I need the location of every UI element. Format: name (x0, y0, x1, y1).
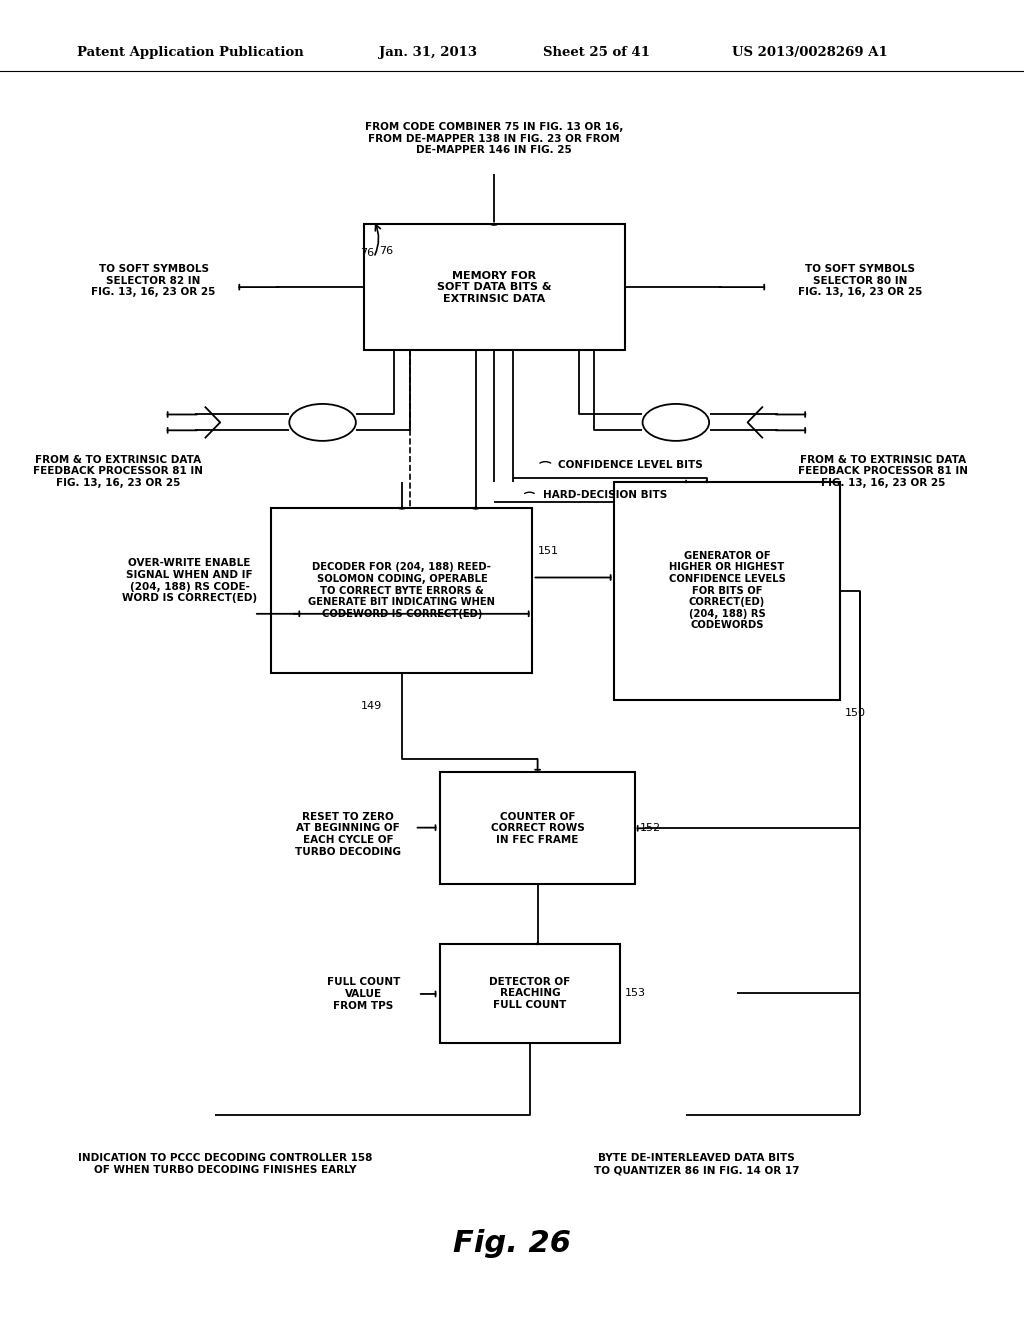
Text: 149: 149 (361, 701, 382, 711)
Text: 152: 152 (640, 824, 662, 833)
Text: Sheet 25 of 41: Sheet 25 of 41 (543, 46, 649, 59)
Text: FROM & TO EXTRINSIC DATA
FEEDBACK PROCESSOR 81 IN
FIG. 13, 16, 23 OR 25: FROM & TO EXTRINSIC DATA FEEDBACK PROCES… (33, 454, 203, 488)
Text: Patent Application Publication: Patent Application Publication (77, 46, 303, 59)
FancyBboxPatch shape (364, 224, 625, 350)
Text: BYTE DE-INTERLEAVED DATA BITS
TO QUANTIZER 86 IN FIG. 14 OR 17: BYTE DE-INTERLEAVED DATA BITS TO QUANTIZ… (594, 1154, 799, 1175)
Text: GENERATOR OF
HIGHER OR HIGHEST
CONFIDENCE LEVELS
FOR BITS OF
CORRECT(ED)
(204, 1: GENERATOR OF HIGHER OR HIGHEST CONFIDENC… (669, 550, 785, 631)
Text: 150: 150 (845, 708, 866, 718)
Ellipse shape (289, 404, 356, 441)
Text: Jan. 31, 2013: Jan. 31, 2013 (379, 46, 477, 59)
Text: CONFIDENCE LEVEL BITS: CONFIDENCE LEVEL BITS (558, 459, 702, 470)
Ellipse shape (643, 404, 709, 441)
Text: HARD-DECISION BITS: HARD-DECISION BITS (543, 490, 667, 500)
Text: COUNTER OF
CORRECT ROWS
IN FEC FRAME: COUNTER OF CORRECT ROWS IN FEC FRAME (490, 812, 585, 845)
FancyBboxPatch shape (440, 944, 620, 1043)
Text: 151: 151 (538, 546, 559, 556)
Text: TO SOFT SYMBOLS
SELECTOR 82 IN
FIG. 13, 16, 23 OR 25: TO SOFT SYMBOLS SELECTOR 82 IN FIG. 13, … (91, 264, 216, 297)
FancyBboxPatch shape (271, 508, 532, 673)
Text: INDICATION TO PCCC DECODING CONTROLLER 158
OF WHEN TURBO DECODING FINISHES EARLY: INDICATION TO PCCC DECODING CONTROLLER 1… (78, 1154, 373, 1175)
Text: MEMORY FOR
SOFT DATA BITS &
EXTRINSIC DATA: MEMORY FOR SOFT DATA BITS & EXTRINSIC DA… (437, 271, 551, 304)
Text: DECODER FOR (204, 188) REED-
SOLOMON CODING, OPERABLE
TO CORRECT BYTE ERRORS &
G: DECODER FOR (204, 188) REED- SOLOMON COD… (308, 562, 496, 619)
Text: 76: 76 (360, 248, 375, 259)
Text: FULL COUNT
VALUE
FROM TPS: FULL COUNT VALUE FROM TPS (327, 977, 400, 1011)
Text: FROM CODE COMBINER 75 IN FIG. 13 OR 16,
FROM DE-MAPPER 138 IN FIG. 23 OR FROM
DE: FROM CODE COMBINER 75 IN FIG. 13 OR 16, … (365, 121, 624, 156)
Text: 153: 153 (625, 989, 646, 998)
Text: US 2013/0028269 A1: US 2013/0028269 A1 (732, 46, 888, 59)
Text: 76: 76 (379, 246, 393, 256)
Text: Fig. 26: Fig. 26 (453, 1229, 571, 1258)
FancyBboxPatch shape (440, 772, 635, 884)
Text: DETECTOR OF
REACHING
FULL COUNT: DETECTOR OF REACHING FULL COUNT (489, 977, 570, 1010)
Text: OVER-WRITE ENABLE
SIGNAL WHEN AND IF
(204, 188) RS CODE-
WORD IS CORRECT(ED): OVER-WRITE ENABLE SIGNAL WHEN AND IF (20… (122, 558, 257, 603)
Text: RESET TO ZERO
AT BEGINNING OF
EACH CYCLE OF
TURBO DECODING: RESET TO ZERO AT BEGINNING OF EACH CYCLE… (295, 812, 401, 857)
Text: TO SOFT SYMBOLS
SELECTOR 80 IN
FIG. 13, 16, 23 OR 25: TO SOFT SYMBOLS SELECTOR 80 IN FIG. 13, … (798, 264, 923, 297)
FancyBboxPatch shape (614, 482, 840, 700)
Text: FROM & TO EXTRINSIC DATA
FEEDBACK PROCESSOR 81 IN
FIG. 13, 16, 23 OR 25: FROM & TO EXTRINSIC DATA FEEDBACK PROCES… (798, 454, 968, 488)
